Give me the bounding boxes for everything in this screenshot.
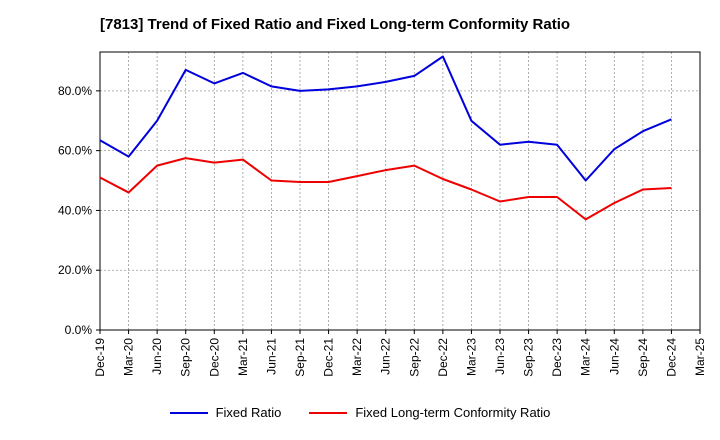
x-tick-label: Dec-19 [93,338,107,377]
x-tick-label: Dec-24 [664,338,678,377]
x-tick-label: Mar-22 [350,338,364,376]
grid-layer [99,52,701,331]
x-tick-label: Sep-23 [522,338,536,377]
label-layer: 0.0% 20.0% 40.0% 60.0% 80.0% Dec-19 Mar-20 Jun-… [58,84,707,377]
legend-swatch-conformity-ratio [309,411,348,414]
legend-label-conformity-ratio: Fixed Long-term Conformity Ratio [355,405,551,420]
x-tick-label: Sep-22 [407,338,421,377]
x-tick-label: Mar-21 [236,338,250,376]
x-tick-label: Mar-24 [579,338,593,376]
x-tick-label: Mar-23 [464,338,478,376]
series-line-conformity-ratio [99,157,672,221]
y-tick-label: 80.0% [58,84,92,98]
x-tick-label: Jun-20 [150,338,164,375]
x-tick-label: Sep-21 [293,338,307,377]
plot-frame [99,51,701,331]
x-tick-label: Sep-20 [179,338,193,377]
axis-layer [96,51,701,334]
x-tick-label: Jun-24 [607,338,621,375]
x-tick-label: Dec-20 [207,338,221,377]
legend-item-conformity-ratio: Fixed Long-term Conformity Ratio [309,405,550,420]
series-layer [99,55,672,221]
y-tick-label: 0.0% [65,323,93,337]
x-tick-label: Dec-22 [436,338,450,377]
x-tick-label: Mar-25 [693,338,707,376]
x-tick-label: Dec-21 [322,338,336,377]
x-tick-label: Jun-21 [264,338,278,375]
legend: Fixed Ratio Fixed Long-term Conformity R… [0,405,720,420]
x-tick-label: Dec-23 [550,338,564,377]
legend-swatch-fixed-ratio [169,411,208,414]
legend-item-fixed-ratio: Fixed Ratio [169,405,282,420]
y-tick-label: 40.0% [58,203,92,217]
chart-title: [7813] Trend of Fixed Ratio and Fixed Lo… [100,16,571,33]
y-tick-label: 20.0% [58,263,92,277]
series-line-fixed-ratio [99,55,672,182]
x-tick-label: Jun-23 [493,338,507,375]
x-tick-label: Mar-20 [122,338,136,376]
x-tick-label: Sep-24 [636,338,650,377]
x-tick-label: Jun-22 [379,338,393,375]
y-tick-label: 60.0% [58,144,92,158]
legend-label-fixed-ratio: Fixed Ratio [215,405,282,420]
